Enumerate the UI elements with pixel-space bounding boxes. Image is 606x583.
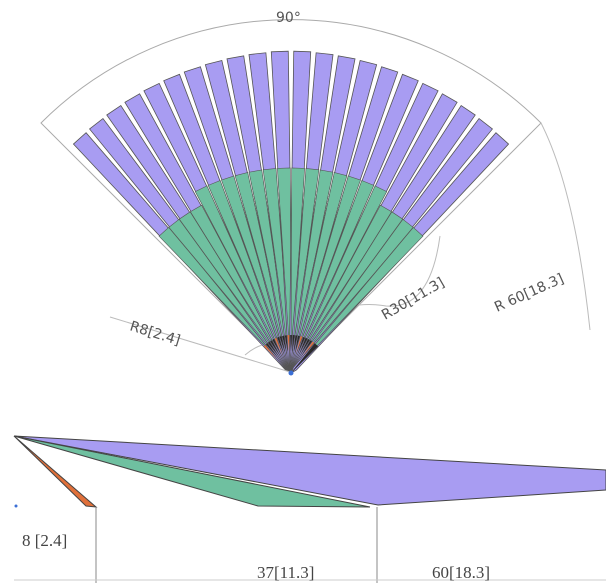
radius-label-mid: R30[11.3]: [379, 275, 447, 324]
r60-dimension-arc: [540, 122, 591, 331]
radius-label-long: R 60[18.3]: [492, 271, 566, 316]
side-label-long: 60[18.3]: [432, 563, 490, 582]
origin-point: [288, 370, 294, 376]
fan-blade-hub: [291, 343, 319, 373]
green-blade-profile: [13, 435, 371, 508]
side-label-short: 8 [2.4]: [22, 531, 67, 550]
radius-label-short: R8[2.4]: [128, 319, 182, 349]
angle-label: 90°: [276, 10, 301, 26]
blade-group: [72, 50, 510, 375]
r8-dimension-arc: [244, 344, 263, 356]
fan-view: 90° R8[2.4] R30[11.3] R 60[18.3]: [40, 10, 591, 376]
side-origin-marker: [14, 504, 18, 508]
purple-blade-profile: [13, 435, 606, 506]
r8-dimension-line: [109, 316, 291, 373]
fan-blade-inner: [290, 227, 424, 374]
orange-blade-profile: [13, 435, 98, 508]
outer-arc-outline: [40, 19, 542, 374]
side-view: 8 [2.4] 37[11.3] 60[18.3]: [13, 435, 606, 583]
r30-dimension-arc: [358, 235, 441, 307]
hub-line: [13, 435, 21, 438]
side-label-mid: 37[11.3]: [257, 563, 314, 582]
